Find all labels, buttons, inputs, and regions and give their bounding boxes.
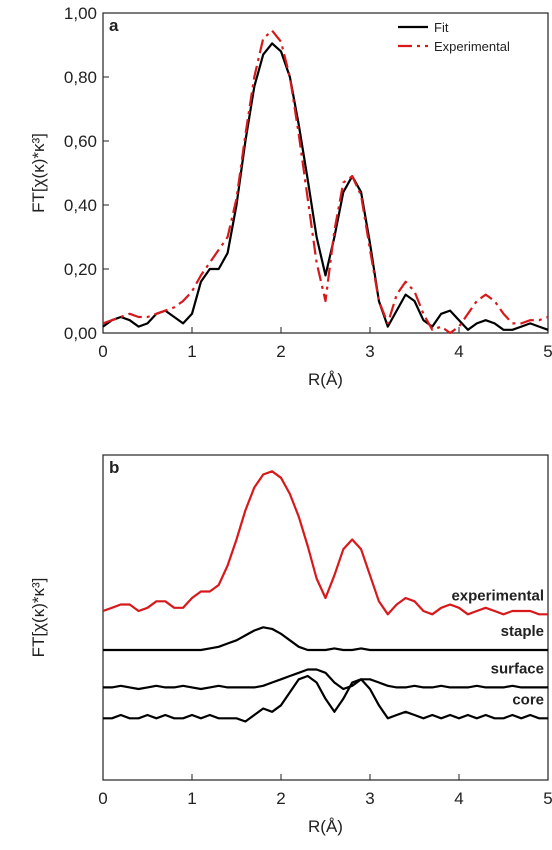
series-label: surface — [491, 660, 544, 677]
x-tick-label: 5 — [543, 342, 552, 361]
panel-label: a — [109, 16, 119, 35]
data-line — [102, 29, 549, 335]
legend-label: Experimental — [434, 39, 510, 54]
x-tick-label: 3 — [365, 789, 374, 808]
x-axis-label: R(Å) — [308, 817, 343, 836]
x-tick-label: 0 — [98, 342, 107, 361]
x-axis-label: R(Å) — [308, 370, 343, 389]
x-tick-label: 5 — [543, 789, 552, 808]
x-tick-label: 3 — [365, 342, 374, 361]
y-tick-label: 1,00 — [64, 4, 97, 23]
data-line — [102, 42, 549, 331]
y-axis-label: FT[χ(κ)*κ³] — [29, 578, 48, 658]
x-tick-label: 2 — [276, 342, 285, 361]
panel-label: b — [109, 458, 119, 477]
data-line — [102, 470, 548, 616]
x-tick-label: 0 — [98, 789, 107, 808]
data-line — [103, 626, 548, 652]
plot-frame — [102, 12, 549, 334]
plot-frame — [102, 454, 549, 781]
series-label: staple — [501, 623, 544, 640]
y-tick-label: 0,80 — [64, 68, 97, 87]
x-tick-label: 2 — [276, 789, 285, 808]
x-tick-label: 4 — [454, 789, 463, 808]
y-tick-label: 0,20 — [64, 260, 97, 279]
legend-label: Fit — [434, 20, 449, 35]
y-tick-label: 0,00 — [64, 324, 97, 343]
x-tick-label: 1 — [187, 342, 196, 361]
series-label: core — [512, 691, 544, 708]
data-line — [103, 668, 548, 691]
x-tick-label: 4 — [454, 342, 463, 361]
series-label: experimental — [451, 587, 544, 604]
y-axis-label: FT[χ(κ)*κ³] — [29, 133, 48, 213]
x-tick-label: 1 — [187, 789, 196, 808]
y-tick-label: 0,40 — [64, 196, 97, 215]
y-tick-label: 0,60 — [64, 132, 97, 151]
data-line — [103, 674, 548, 723]
